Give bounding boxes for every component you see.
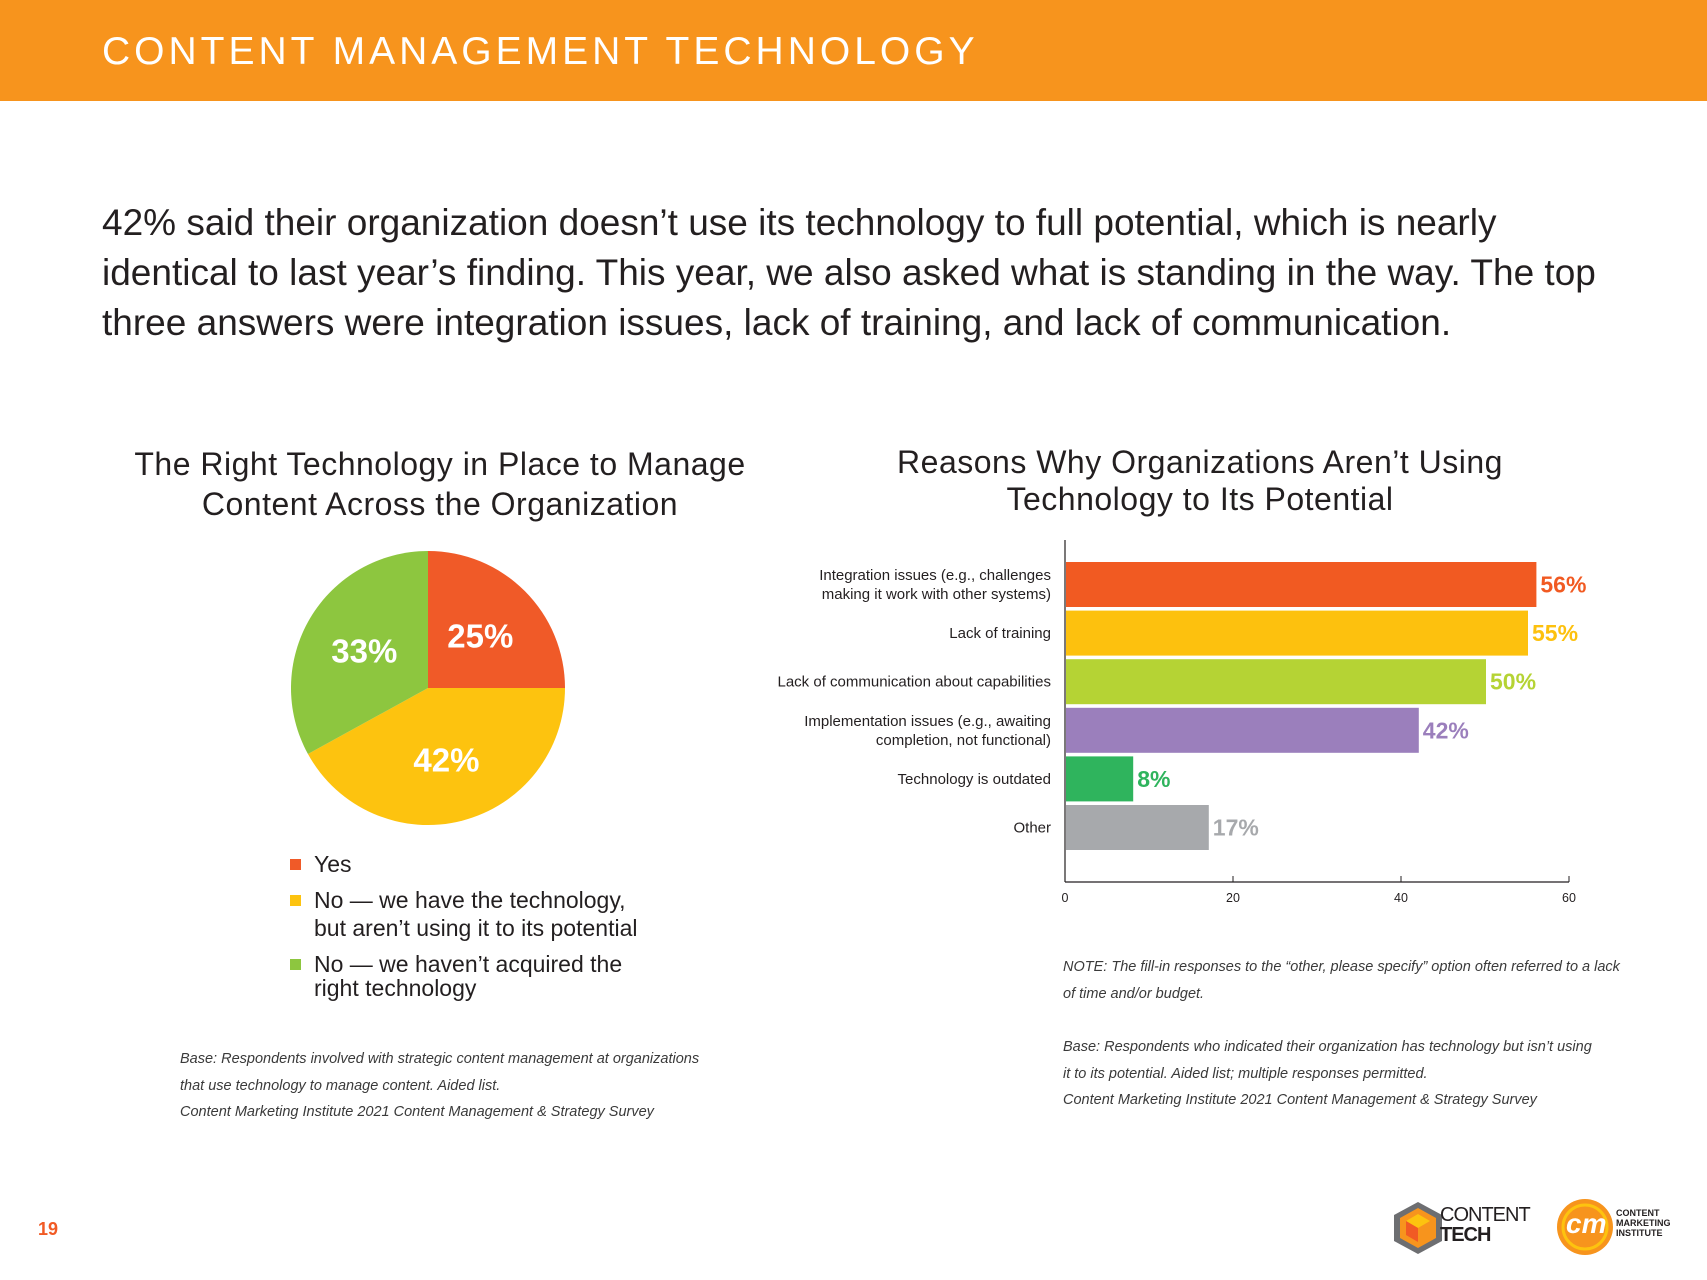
bar-data-label: 56% bbox=[1540, 572, 1586, 598]
bar bbox=[1066, 756, 1134, 802]
bar-category-label: Lack of communication about capabilities bbox=[778, 674, 1052, 691]
bar-category-label: Other bbox=[1013, 820, 1051, 837]
pie-slice bbox=[428, 551, 565, 688]
cmi-word-3: INSTITUTE bbox=[1616, 1228, 1663, 1238]
legend-item-not-acquired: No — we haven’t acquired the right techn… bbox=[290, 952, 710, 1000]
bar-data-label: 17% bbox=[1213, 815, 1259, 841]
bar-chart-note: NOTE: The fill-in responses to the “othe… bbox=[1063, 954, 1643, 1007]
hexagon-logo-icon bbox=[1394, 1202, 1442, 1254]
pie-legend: Yes No — we have the technology, but are… bbox=[290, 850, 710, 1008]
legend-item-not-using: No — we have the technology, but aren’t … bbox=[290, 886, 710, 942]
legend-swatch-not-acquired bbox=[290, 959, 301, 970]
x-tick-label: 0 bbox=[1062, 891, 1069, 905]
content-tech-word-1: CONTENT bbox=[1440, 1204, 1531, 1226]
legend-label-line: right technology bbox=[314, 975, 477, 1001]
legend-label-line: No — we haven’t acquired the bbox=[314, 951, 623, 977]
pie-slice-label: 33% bbox=[331, 632, 397, 669]
note-line: of time and/or budget. bbox=[1063, 985, 1205, 1002]
cmi-logo: cm CONTENT MARKETING INSTITUTE bbox=[1556, 1196, 1696, 1260]
bar-category-label: making it work with other systems) bbox=[822, 586, 1051, 603]
cmi-word-1: CONTENT bbox=[1616, 1208, 1660, 1218]
cmi-circle-icon bbox=[1557, 1199, 1613, 1255]
bar-chart-title-line: Reasons Why Organizations Aren’t Using bbox=[897, 444, 1503, 480]
pie-chart-title: The Right Technology in Place to Manage … bbox=[90, 444, 790, 524]
legend-label-line: No — we have the technology, bbox=[314, 887, 626, 913]
note-line: that use technology to manage content. A… bbox=[180, 1077, 501, 1094]
legend-label-line: but aren’t using it to its potential bbox=[314, 915, 638, 941]
legend-swatch-not-using bbox=[290, 895, 301, 906]
pie-chart-title-line: Content Across the Organization bbox=[201, 486, 679, 522]
bar-category-label: Implementation issues (e.g., awaiting bbox=[804, 713, 1051, 730]
pie-base-note: Base: Respondents involved with strategi… bbox=[180, 1046, 740, 1126]
x-tick-label: 40 bbox=[1394, 891, 1408, 905]
legend-label-line: Yes bbox=[314, 851, 352, 877]
bar-category-label: Technology is outdated bbox=[898, 771, 1051, 788]
page-number: 19 bbox=[38, 1219, 59, 1239]
note-line: it to its potential. Aided list; multipl… bbox=[1063, 1065, 1428, 1082]
bar bbox=[1066, 610, 1528, 656]
x-tick-label: 20 bbox=[1226, 891, 1240, 905]
page-header-title: CONTENT MANAGEMENT TECHNOLOGY bbox=[102, 30, 979, 73]
bar-category-label: Lack of training bbox=[949, 625, 1051, 642]
note-line: Content Marketing Institute 2021 Content… bbox=[180, 1104, 654, 1120]
note-line: Base: Respondents involved with strategi… bbox=[180, 1051, 700, 1067]
pie-slice bbox=[307, 688, 565, 825]
bar-data-label: 55% bbox=[1532, 620, 1578, 646]
bar-chart: 0 20 40 60 56% Integration issues (e.g., chal… bbox=[778, 540, 1586, 905]
legend-item-yes: Yes bbox=[290, 850, 710, 878]
pie-chart: 25% 42% 33% bbox=[291, 551, 565, 825]
bar-data-label: 8% bbox=[1137, 766, 1170, 792]
pie-slice-label: 25% bbox=[447, 618, 513, 655]
bar bbox=[1066, 659, 1486, 705]
bar bbox=[1066, 805, 1209, 850]
bar-category-label: Integration issues (e.g., challenges bbox=[819, 567, 1051, 584]
bar-chart-title: Reasons Why Organizations Aren’t Using T… bbox=[850, 444, 1550, 518]
note-line: Base: Respondents who indicated their or… bbox=[1063, 1039, 1592, 1055]
note-line: Content Marketing Institute 2021 Content… bbox=[1063, 1092, 1537, 1108]
bar bbox=[1066, 707, 1419, 753]
content-tech-word-2: TECH bbox=[1440, 1224, 1491, 1246]
bar-data-label: 50% bbox=[1490, 669, 1536, 695]
bar-category-label: completion, not functional) bbox=[876, 732, 1051, 749]
note-line: NOTE: The fill-in responses to the “othe… bbox=[1063, 959, 1620, 975]
intro-paragraph: 42% said their organization doesn’t use … bbox=[102, 202, 1596, 343]
bar-chart-title-line: Technology to Its Potential bbox=[1006, 481, 1394, 517]
pie-chart-title-line: The Right Technology in Place to Manage bbox=[134, 446, 746, 482]
bar-chart-base-note: Base: Respondents who indicated their or… bbox=[1063, 1034, 1643, 1114]
cmi-mark: cm bbox=[1566, 1208, 1607, 1239]
bar bbox=[1066, 562, 1537, 607]
legend-swatch-yes bbox=[290, 859, 301, 870]
pie-slice-label: 42% bbox=[413, 742, 479, 779]
pie-slice bbox=[291, 551, 428, 755]
cmi-word-2: MARKETING bbox=[1616, 1218, 1671, 1228]
bar-data-label: 42% bbox=[1423, 717, 1469, 743]
content-tech-logo: CONTENT TECH bbox=[1388, 1196, 1538, 1256]
x-tick-label: 60 bbox=[1562, 891, 1576, 905]
header-band bbox=[0, 0, 1707, 101]
